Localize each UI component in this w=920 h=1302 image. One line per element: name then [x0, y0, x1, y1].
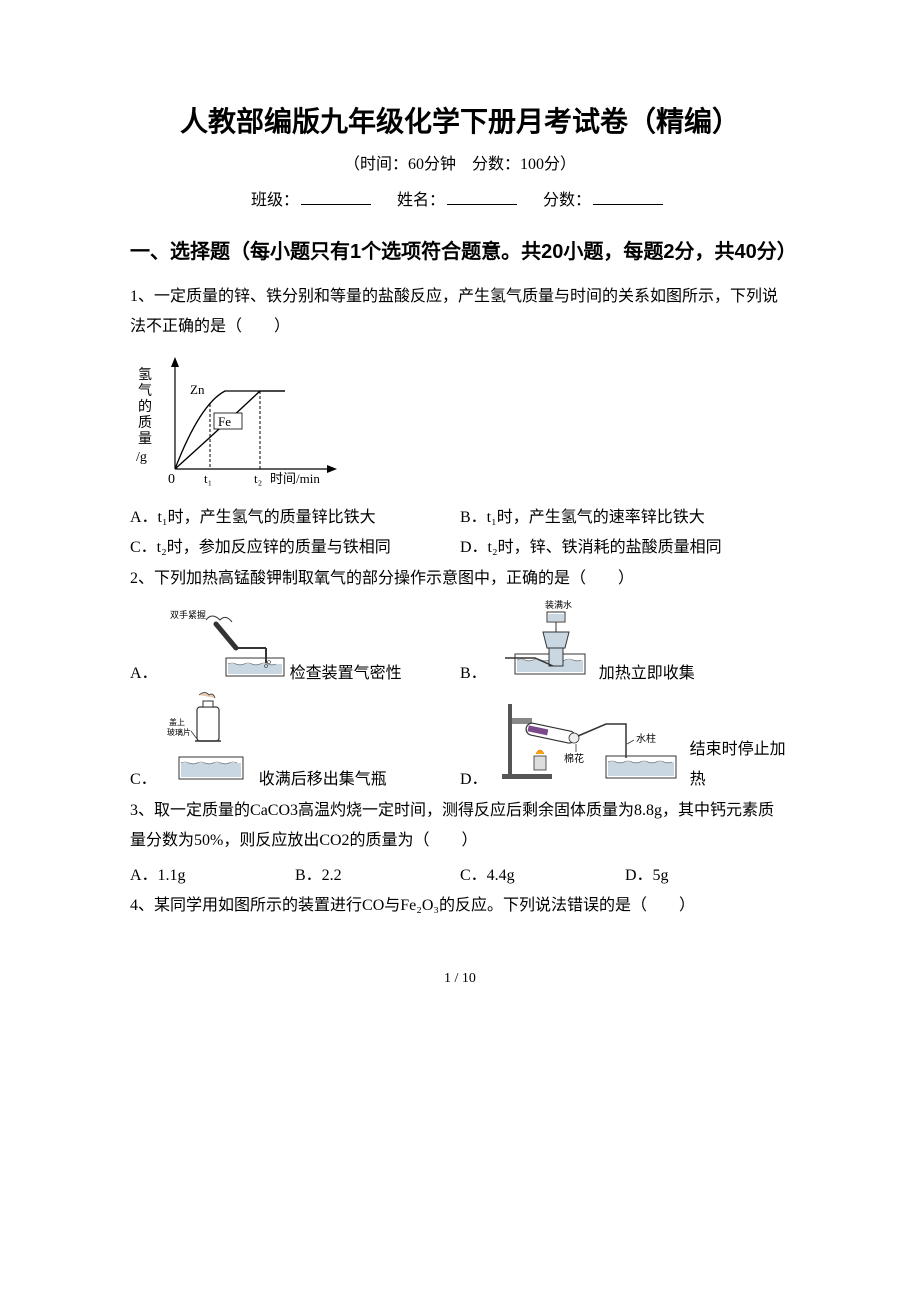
question-4: 4、某同学用如图所示的装置进行CO与Fe₂O₃的反应。下列说法错误的是（ ）	[130, 891, 790, 921]
svg-text:盖上: 盖上	[169, 717, 185, 727]
q1-optD: D．t₂时，锌、铁消耗的盐酸质量相同	[460, 533, 790, 563]
svg-text:量: 量	[138, 431, 152, 447]
name-blank	[447, 204, 517, 205]
q2-options-row1: A． 双手紧握 检查装置气密性	[130, 598, 790, 689]
page-subtitle: （时间：60分钟 分数：100分）	[130, 150, 790, 174]
q3-options: A．1.1g B．2.2 C．4.4g D．5g	[130, 861, 790, 891]
page-number: 1 / 10	[130, 971, 790, 987]
q3-optD: D．5g	[625, 861, 790, 891]
svg-text:氢: 氢	[138, 367, 152, 383]
section-1-header: 一、选择题（每小题只有1个选项符合题意。共20小题，每题2分，共40分）	[130, 232, 790, 272]
svg-text:棉花: 棉花	[564, 752, 584, 765]
question-3: 3、取一定质量的CaCO3高温灼烧一定时间，测得反应后剩余固体质量为8.8g，其…	[130, 796, 790, 857]
q2-optD-label: D．	[460, 765, 488, 795]
svg-text:0: 0	[168, 472, 175, 487]
svg-text:时间/min: 时间/min	[270, 471, 320, 486]
question-1: 1、一定质量的锌、铁分别和等量的盐酸反应，产生氢气质量与时间的关系如图所示，下列…	[130, 282, 790, 343]
exam-page: 人教部编版九年级化学下册月考试卷（精编） （时间：60分钟 分数：100分） 班…	[0, 0, 920, 1047]
q3-optC: C．4.4g	[460, 861, 625, 891]
q1-optA: A．t₁时，产生氢气的质量锌比铁大	[130, 503, 460, 533]
page-title: 人教部编版九年级化学下册月考试卷（精编）	[130, 100, 790, 140]
class-label: 班级：	[251, 192, 299, 209]
student-info-line: 班级： 姓名： 分数：	[130, 186, 790, 210]
q2-optA-icon: 双手紧握	[166, 608, 286, 689]
svg-text:Fe: Fe	[218, 414, 231, 429]
question-2-text: 2、下列加热高锰酸钾制取氧气的部分操作示意图中，正确的是（ ）	[130, 570, 634, 587]
svg-text:玻璃片: 玻璃片	[167, 727, 191, 737]
q2-optB-text: 加热立即收集	[599, 659, 695, 689]
svg-text:t₂: t₂	[254, 471, 262, 486]
svg-text:Zn: Zn	[190, 382, 205, 397]
svg-text:的: 的	[138, 399, 152, 415]
score-blank	[593, 204, 663, 205]
q2-optB-label: B．	[460, 659, 487, 689]
q1-graph: 氢 气 的 质 量 /g 0 Zn Fe t₁ t₂ 时间/min	[130, 349, 350, 499]
q2-optB: B． 装满水 加热	[460, 598, 790, 689]
svg-text:双手紧握: 双手紧握	[170, 609, 206, 620]
q2-optA-text: 检查装置气密性	[290, 659, 402, 689]
question-1-text: 1、一定质量的锌、铁分别和等量的盐酸反应，产生氢气质量与时间的关系如图所示，下列…	[130, 288, 778, 335]
q3-optB: B．2.2	[295, 861, 460, 891]
q2-optB-icon: 装满水	[495, 598, 595, 689]
q2-optD-icon: 棉花 水柱	[496, 694, 686, 795]
score-label: 分数：	[543, 192, 591, 209]
q2-optC-label: C．	[130, 765, 157, 795]
svg-text:装满水: 装满水	[545, 599, 572, 610]
q2-optD-text: 结束时停止加热	[690, 735, 790, 796]
svg-text:水柱: 水柱	[636, 732, 656, 745]
q2-optC: C． 盖上 玻璃片 收满后移出集气瓶	[130, 689, 460, 795]
q1-optC: C．t₂时，参加反应锌的质量与铁相同	[130, 533, 460, 563]
q2-optA-label: A．	[130, 659, 158, 689]
question-2: 2、下列加热高锰酸钾制取氧气的部分操作示意图中，正确的是（ ）	[130, 564, 790, 594]
svg-text:气: 气	[138, 383, 152, 399]
q2-optC-icon: 盖上 玻璃片	[165, 689, 255, 795]
q1-options-row2: C．t₂时，参加反应锌的质量与铁相同 D．t₂时，锌、铁消耗的盐酸质量相同	[130, 533, 790, 563]
question-3-text: 3、取一定质量的CaCO3高温灼烧一定时间，测得反应后剩余固体质量为8.8g，其…	[130, 802, 774, 849]
class-blank	[301, 204, 371, 205]
q2-optA: A． 双手紧握 检查装置气密性	[130, 598, 460, 689]
question-4-text: 4、某同学用如图所示的装置进行CO与Fe₂O₃的反应。下列说法错误的是（ ）	[130, 897, 695, 914]
q2-options-row2: C． 盖上 玻璃片 收满后移出集气瓶	[130, 689, 790, 795]
svg-text:/g: /g	[136, 450, 147, 465]
svg-text:t₁: t₁	[204, 471, 212, 486]
svg-text:质: 质	[138, 415, 152, 431]
q3-optA: A．1.1g	[130, 861, 295, 891]
q1-optB: B．t₁时，产生氢气的速率锌比铁大	[460, 503, 790, 533]
q1-options-row1: A．t₁时，产生氢气的质量锌比铁大 B．t₁时，产生氢气的速率锌比铁大	[130, 503, 790, 533]
q2-optC-text: 收满后移出集气瓶	[259, 765, 387, 795]
q2-optD: D． 棉花	[460, 689, 790, 795]
name-label: 姓名：	[397, 192, 445, 209]
